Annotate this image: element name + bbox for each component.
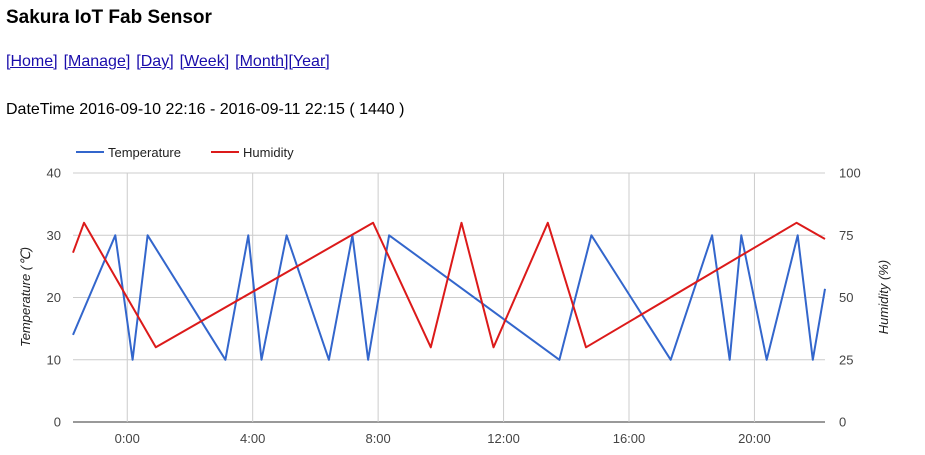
y-left-tick-label: 40 bbox=[47, 166, 61, 181]
x-tick-label: 0:00 bbox=[115, 431, 140, 446]
series-line-temperature bbox=[72, 234, 826, 361]
y-right-tick-label: 25 bbox=[839, 352, 853, 367]
legend-label-humidity: Humidity bbox=[243, 145, 294, 160]
x-tick-label: 8:00 bbox=[365, 431, 390, 446]
x-tick-label: 12:00 bbox=[487, 431, 520, 446]
nav-manage-link[interactable]: [Manage] bbox=[63, 53, 131, 70]
y-right-tick-label: 100 bbox=[839, 166, 861, 181]
y-left-tick-label: 20 bbox=[47, 290, 61, 305]
x-tick-label: 4:00 bbox=[240, 431, 265, 446]
nav-week-link[interactable]: [Week] bbox=[179, 53, 230, 70]
grid bbox=[73, 172, 825, 423]
nav-home-link[interactable]: [Home] bbox=[6, 53, 58, 70]
series-line-humidity bbox=[72, 221, 826, 349]
nav-day-link[interactable]: [Day] bbox=[136, 53, 174, 70]
nav-month-link[interactable]: [Month] bbox=[235, 53, 289, 70]
series-lines bbox=[72, 221, 826, 361]
x-tick-label: 20:00 bbox=[738, 431, 771, 446]
y-left-tick-label: 30 bbox=[47, 228, 61, 243]
x-tick-label: 16:00 bbox=[613, 431, 646, 446]
nav-links: [Home] [Manage] [Day] [Week] [Month][Year] bbox=[6, 53, 330, 71]
y-right-tick-label: 75 bbox=[839, 228, 853, 243]
y-right-tick-label: 50 bbox=[839, 290, 853, 305]
nav-year-link[interactable]: [Year] bbox=[288, 53, 330, 70]
y-left-tick-label: 0 bbox=[54, 415, 61, 430]
y-right-tick-label: 0 bbox=[839, 415, 846, 430]
legend: Temperature Humidity bbox=[76, 145, 294, 160]
datetime-range: DateTime 2016-09-10 22:16 - 2016-09-11 2… bbox=[6, 101, 405, 118]
y-axis-right-title: Humidity (%) bbox=[876, 260, 891, 334]
y-axis-left-title: Temperature (℃) bbox=[18, 247, 33, 347]
page-title: Sakura IoT Fab Sensor bbox=[6, 7, 212, 28]
legend-label-temperature: Temperature bbox=[108, 145, 181, 160]
tick-labels: 0 10 20 30 40 0 25 50 75 100 0:00 4:00 8:00 12:00 16:0… bbox=[47, 166, 861, 447]
y-left-tick-label: 10 bbox=[47, 352, 61, 367]
